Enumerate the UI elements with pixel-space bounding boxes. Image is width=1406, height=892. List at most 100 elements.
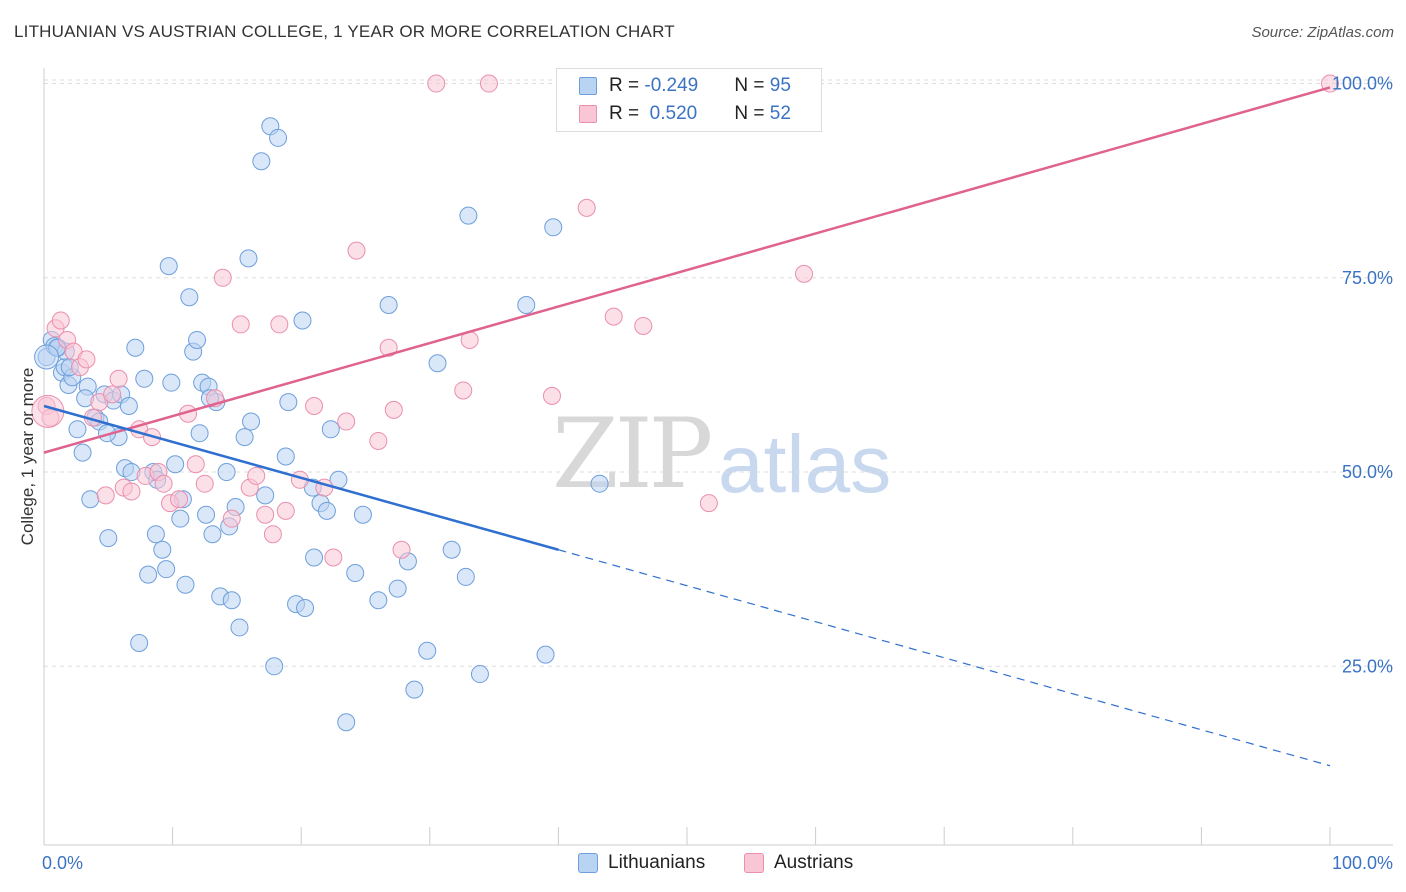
- legend-row-lithuanians: R = -0.249 N = 95: [579, 74, 791, 98]
- austrians-point: [77, 350, 96, 369]
- lithuanians-point: [470, 665, 489, 684]
- austrians-legend-swatch: [744, 853, 764, 873]
- austrians-point: [222, 509, 241, 528]
- r-label: R =: [609, 75, 645, 96]
- lithuanians-point: [73, 443, 92, 462]
- y-tick-label: 75.0%: [1342, 268, 1393, 288]
- n-label: N =: [734, 75, 770, 96]
- lithuanians-point: [157, 560, 176, 579]
- lithuanians-point: [428, 354, 447, 373]
- lithuanians-point: [139, 565, 158, 584]
- legend-row-austrians: R = 0.520 N = 52: [579, 102, 791, 126]
- austrians-point: [427, 74, 446, 93]
- austrians-point: [154, 474, 173, 493]
- lithuanians-point: [590, 474, 609, 493]
- austrians-point: [96, 486, 115, 505]
- austrians-point: [103, 385, 122, 404]
- lithuanians-point: [388, 579, 407, 598]
- lithuanians-point: [317, 501, 336, 520]
- source-label: Source: ZipAtlas.com: [1251, 24, 1394, 41]
- lithuanians-point: [369, 591, 388, 610]
- austrians-point: [195, 474, 214, 493]
- austrians-point: [51, 311, 70, 330]
- lithuanians-point: [180, 288, 199, 307]
- lithuanians-point: [536, 645, 555, 664]
- lithuanians-point: [459, 206, 478, 225]
- austrians-point: [270, 315, 289, 334]
- lithuanians-point: [265, 657, 284, 676]
- lithuanians-point: [217, 463, 236, 482]
- lithuanians-point: [456, 567, 475, 586]
- y-tick-label: 100.0%: [1332, 74, 1393, 94]
- austrians-point: [122, 482, 141, 501]
- lithuanians-point: [135, 369, 154, 388]
- lithuanians-point: [153, 540, 172, 559]
- lithuanians-point: [159, 257, 178, 276]
- austrians-point: [337, 412, 356, 431]
- austrians-point: [634, 316, 653, 335]
- lithuanians-point: [176, 575, 195, 594]
- n-label: N =: [734, 103, 770, 124]
- lithuanians-point: [146, 525, 165, 544]
- axis-labels: 25.0% 50.0% 75.0% 100.0% 0.0% 100.0% College, …: [18, 74, 1393, 873]
- lithuanians-point: [517, 295, 536, 314]
- n-value-lithuanians: 95: [769, 75, 791, 96]
- austrians-point: [384, 400, 403, 419]
- gridlines: [44, 79, 1393, 667]
- lithuanians-points: [34, 117, 609, 732]
- y-axis-label: College, 1 year or more: [18, 368, 37, 546]
- lithuanians-legend-swatch: [578, 853, 598, 873]
- austrians-point: [324, 548, 343, 567]
- lithuanians-point: [166, 455, 185, 474]
- austrians-point: [379, 338, 398, 357]
- legend-item-lithuanians[interactable]: Lithuanians: [578, 852, 705, 874]
- lithuanians-point: [379, 295, 398, 314]
- tick-marks: [43, 827, 1331, 845]
- lithuanians-point: [222, 591, 241, 610]
- lithuanians-point: [171, 509, 190, 528]
- austrians-swatch: [579, 105, 597, 123]
- austrians-point: [479, 74, 498, 93]
- lithuanians-trend-extension: [558, 549, 1331, 767]
- legend-item-austrians[interactable]: Austrians: [744, 852, 853, 874]
- austrians-point: [186, 455, 205, 474]
- austrians-point: [170, 490, 189, 509]
- lithuanians-point-large: [34, 344, 60, 370]
- lithuanians-trend-line: [43, 404, 559, 551]
- lithuanians-point: [130, 633, 149, 652]
- lithuanians-point: [442, 540, 461, 559]
- lithuanians-point: [276, 447, 295, 466]
- lithuanians-point: [203, 525, 222, 544]
- lithuanians-point: [235, 428, 254, 447]
- lithuanians-point: [188, 330, 207, 349]
- lithuanians-point: [293, 311, 312, 330]
- lithuanians-point: [305, 548, 324, 567]
- lithuanians-point: [99, 529, 118, 548]
- lithuanians-point: [321, 420, 340, 439]
- austrians-point: [213, 268, 232, 287]
- austrians-point: [699, 494, 718, 513]
- lithuanians-point: [544, 218, 563, 237]
- austrians-point: [247, 466, 266, 485]
- trend-lines: [43, 86, 1331, 767]
- y-tick-label: 25.0%: [1342, 656, 1393, 676]
- austrians-point: [305, 396, 324, 415]
- lithuanians-point: [252, 152, 271, 171]
- lithuanians-point: [296, 599, 315, 618]
- y-tick-label: 50.0%: [1342, 462, 1393, 482]
- lithuanians-point: [242, 412, 261, 431]
- austrians-point: [542, 386, 561, 405]
- lithuanians-point: [190, 424, 209, 443]
- lithuanians-point: [162, 373, 181, 392]
- austrians-point: [347, 241, 366, 260]
- austrians-point: [263, 525, 282, 544]
- austrians-point: [604, 307, 623, 326]
- x-tick-label: 100.0%: [1332, 853, 1393, 873]
- lithuanians-point: [353, 505, 372, 524]
- lithuanians-legend-label: Lithuanians: [608, 852, 706, 873]
- r-value-lithuanians: -0.249: [644, 75, 699, 96]
- lithuanians-point: [346, 564, 365, 583]
- austrians-trend-line: [43, 86, 1331, 454]
- austrians-point: [231, 315, 250, 334]
